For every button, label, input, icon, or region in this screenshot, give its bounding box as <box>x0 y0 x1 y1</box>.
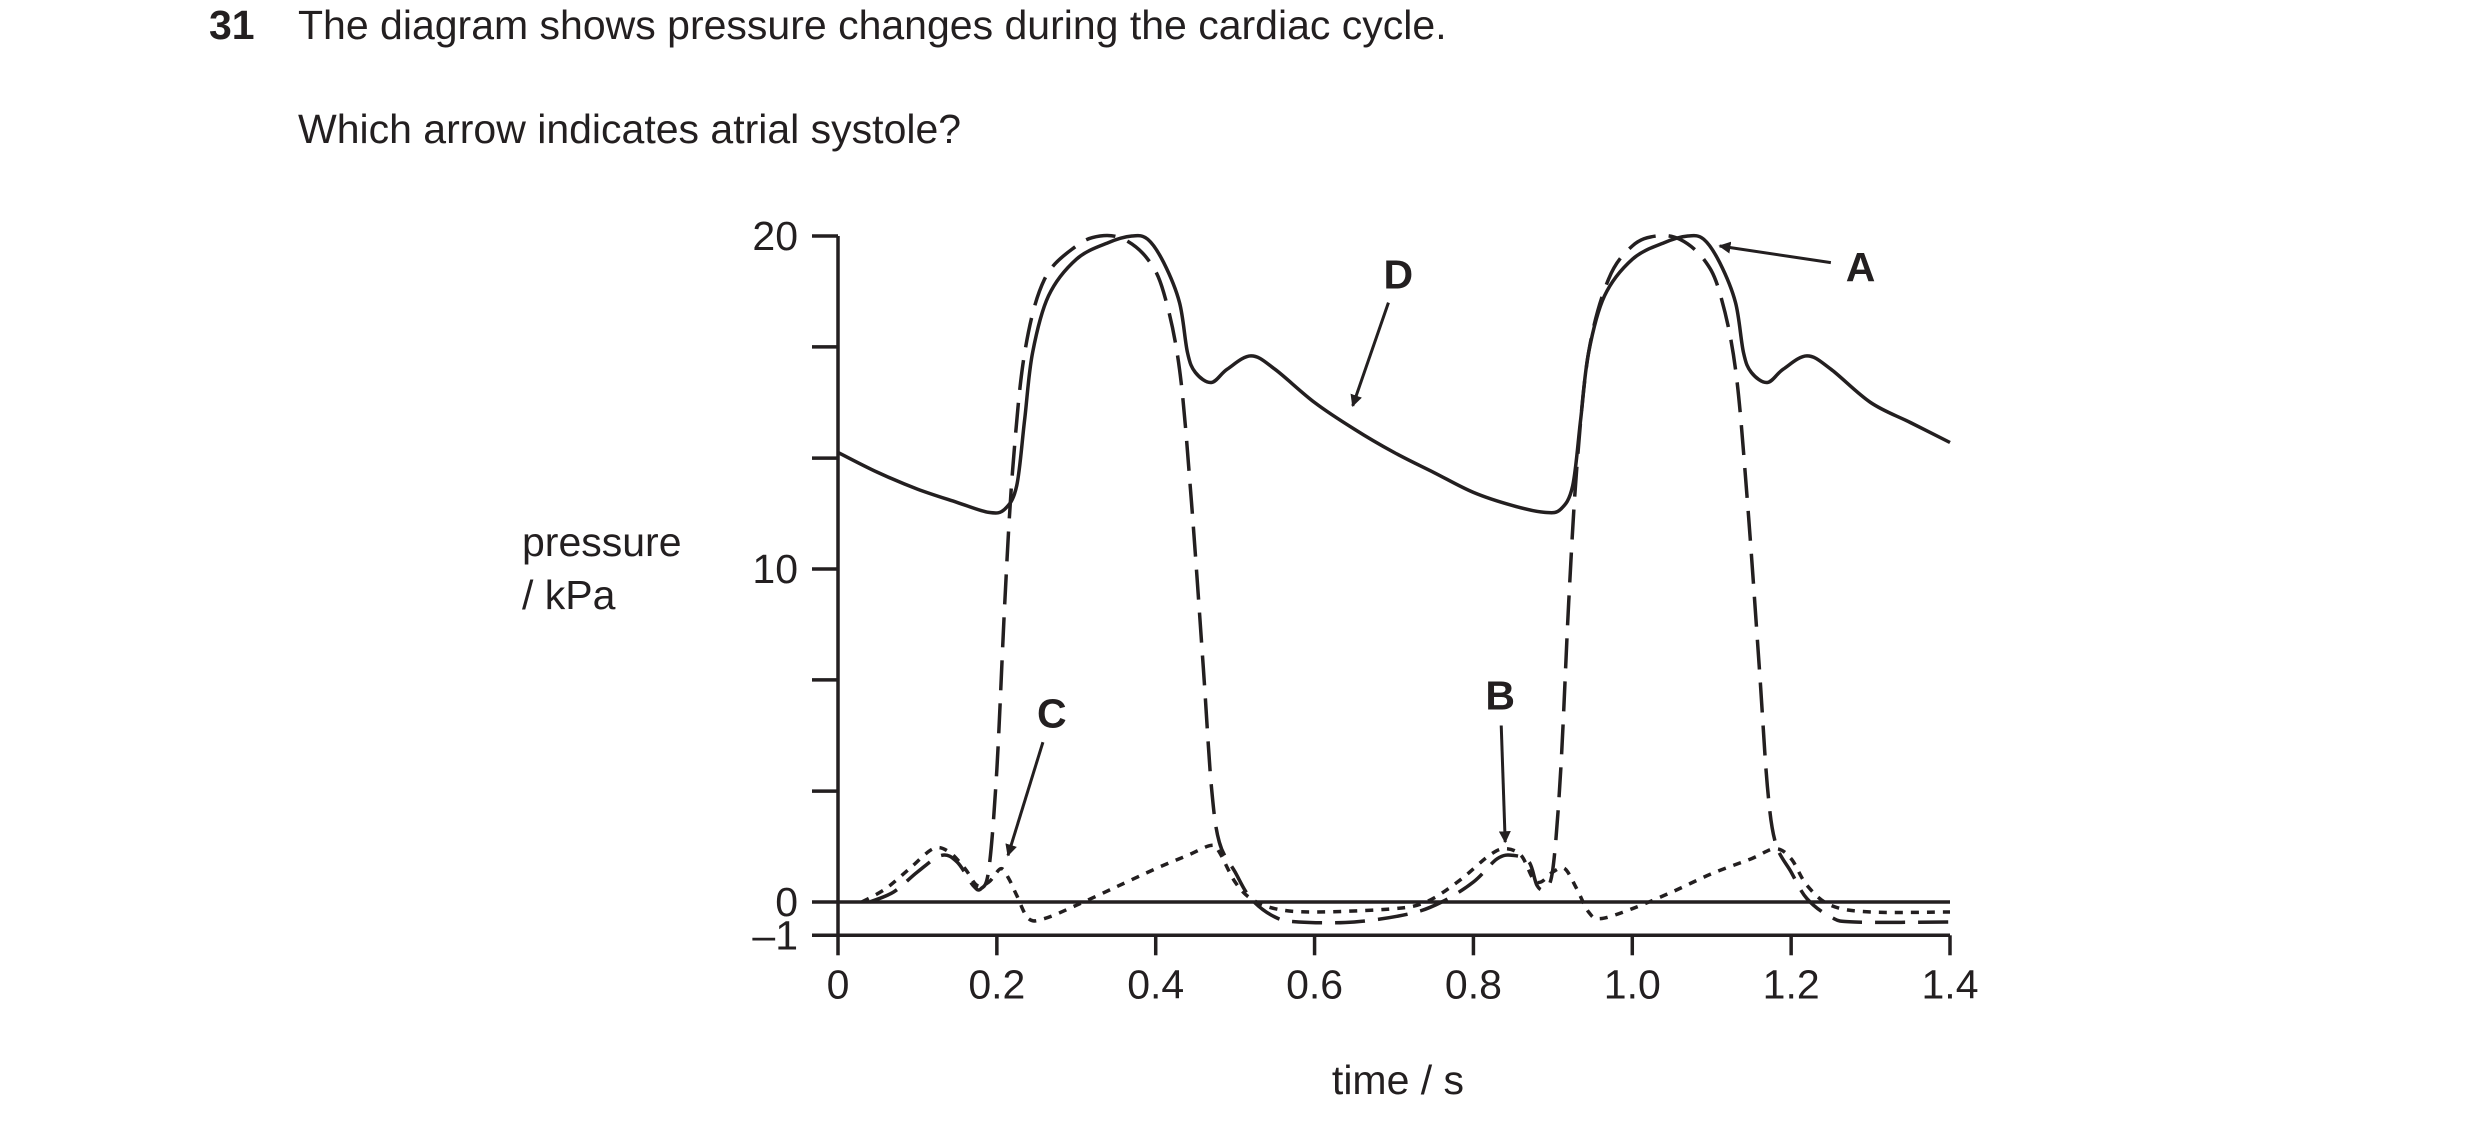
x-tick-label: 1.0 <box>1604 961 1661 1007</box>
series-layer <box>837 233 1951 925</box>
question-prompt: Which arrow indicates atrial systole? <box>298 106 962 152</box>
question-text: The diagram shows pressure changes durin… <box>298 2 1447 48</box>
y-axis-label-line2: / kPa <box>522 572 616 618</box>
x-tick-label: 0.8 <box>1445 961 1502 1007</box>
x-axis-label: time / s <box>1332 1057 1464 1103</box>
arrow-b <box>1498 725 1511 844</box>
series-line-dotted <box>860 843 1951 923</box>
arrow-d <box>1350 302 1390 407</box>
x-tick-label: 1.4 <box>1922 961 1979 1007</box>
y-tick-label: 20 <box>752 213 798 259</box>
x-tick-label: 0.4 <box>1127 961 1184 1007</box>
arrow-a <box>1718 241 1832 265</box>
arrow-c <box>1005 741 1045 857</box>
x-tick-label: 0.6 <box>1286 961 1343 1007</box>
annotation-layer: A B C D <box>1005 241 1876 857</box>
y-tick-label: –1 <box>752 912 798 958</box>
x-tick-label: 0 <box>827 961 850 1007</box>
y-tick-label: 0 <box>775 879 798 925</box>
y-tick-label: 10 <box>752 546 798 592</box>
arrow-label-c: C <box>1037 690 1067 736</box>
series-line-solid <box>837 233 1951 515</box>
arrow-label-b: B <box>1485 673 1515 719</box>
arrow-label-d: D <box>1383 251 1413 297</box>
series-line-dashed <box>869 233 1951 925</box>
question-number: 31 <box>209 2 255 48</box>
y-axis-label-line1: pressure <box>522 519 682 565</box>
x-tick-label: 1.2 <box>1763 961 1820 1007</box>
x-tick-label: 0.2 <box>968 961 1025 1007</box>
arrow-label-a: A <box>1846 244 1876 290</box>
